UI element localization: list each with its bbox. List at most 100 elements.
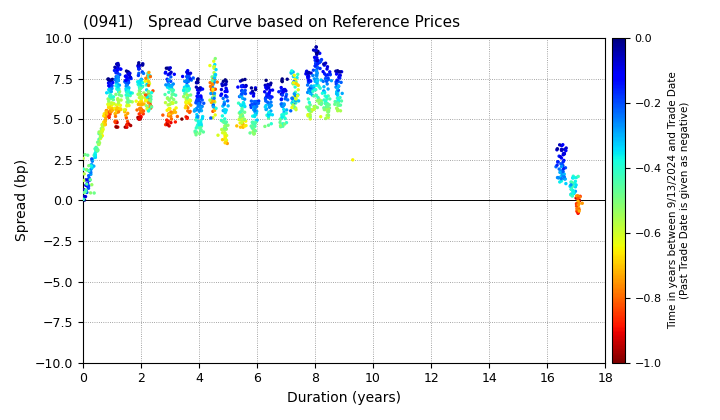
Point: [99, 121, 111, 128]
Point: [93, 141, 104, 148]
Point: [110, 91, 122, 98]
Point: [333, 68, 345, 75]
Point: [135, 101, 147, 108]
Point: [195, 105, 207, 111]
Point: [324, 68, 336, 75]
Point: [217, 82, 228, 89]
Point: [160, 70, 171, 76]
Point: [163, 106, 175, 113]
Point: [112, 77, 124, 84]
Point: [195, 121, 207, 128]
Point: [93, 136, 104, 143]
Point: [135, 113, 147, 120]
Point: [250, 86, 261, 93]
Point: [104, 83, 115, 90]
Point: [264, 103, 276, 110]
Point: [246, 101, 258, 108]
Point: [234, 93, 246, 100]
Point: [207, 77, 218, 84]
Point: [103, 104, 114, 111]
Point: [233, 110, 245, 116]
Point: [276, 100, 288, 107]
Point: [219, 131, 230, 138]
Point: [164, 112, 176, 118]
Point: [95, 133, 107, 140]
Point: [552, 174, 563, 181]
Point: [89, 154, 101, 161]
Point: [247, 88, 258, 94]
Point: [276, 96, 287, 103]
Point: [86, 181, 98, 188]
Point: [247, 102, 258, 108]
Point: [109, 76, 121, 83]
Point: [85, 189, 96, 196]
Point: [136, 101, 148, 108]
Point: [181, 103, 192, 110]
Point: [141, 105, 153, 112]
Point: [164, 71, 176, 77]
Point: [309, 106, 320, 113]
Point: [86, 158, 98, 165]
Point: [181, 95, 192, 102]
Point: [277, 102, 289, 109]
Point: [96, 128, 107, 135]
Point: [137, 109, 148, 116]
Point: [120, 73, 132, 79]
Point: [135, 105, 146, 112]
Point: [165, 74, 176, 80]
Point: [81, 167, 92, 173]
Point: [123, 121, 135, 127]
Point: [194, 94, 205, 100]
Point: [260, 95, 271, 102]
Point: [167, 100, 179, 107]
Point: [78, 195, 89, 202]
Point: [142, 94, 153, 100]
Point: [112, 61, 123, 68]
Point: [165, 100, 176, 107]
Point: [182, 92, 194, 99]
Point: [82, 176, 94, 183]
Point: [111, 118, 122, 125]
Point: [570, 195, 582, 202]
Point: [125, 89, 137, 96]
Point: [266, 111, 278, 118]
Point: [164, 101, 176, 108]
Point: [96, 129, 107, 136]
Point: [557, 173, 569, 179]
Point: [322, 63, 333, 70]
Point: [304, 112, 315, 118]
Point: [92, 147, 104, 153]
Point: [315, 65, 326, 72]
Point: [109, 105, 120, 112]
Point: [142, 105, 153, 111]
Point: [78, 177, 89, 184]
Point: [160, 81, 171, 88]
Point: [133, 78, 145, 85]
Point: [219, 127, 230, 134]
Point: [141, 87, 153, 93]
Point: [138, 110, 149, 117]
Point: [195, 104, 207, 110]
Point: [572, 173, 584, 180]
Point: [313, 95, 325, 102]
Point: [311, 49, 323, 56]
Point: [218, 119, 230, 126]
Point: [113, 101, 125, 108]
Point: [335, 102, 346, 108]
Point: [124, 70, 135, 77]
Point: [113, 105, 125, 112]
Point: [248, 130, 260, 137]
Point: [570, 181, 582, 188]
Point: [305, 102, 316, 108]
Point: [107, 76, 118, 83]
Point: [279, 101, 290, 108]
Point: [302, 111, 314, 118]
Point: [217, 78, 229, 85]
Point: [163, 71, 174, 78]
Point: [310, 48, 322, 55]
Point: [179, 84, 190, 91]
Point: [186, 77, 197, 84]
Point: [311, 57, 323, 64]
Point: [181, 73, 193, 80]
Point: [305, 111, 316, 118]
